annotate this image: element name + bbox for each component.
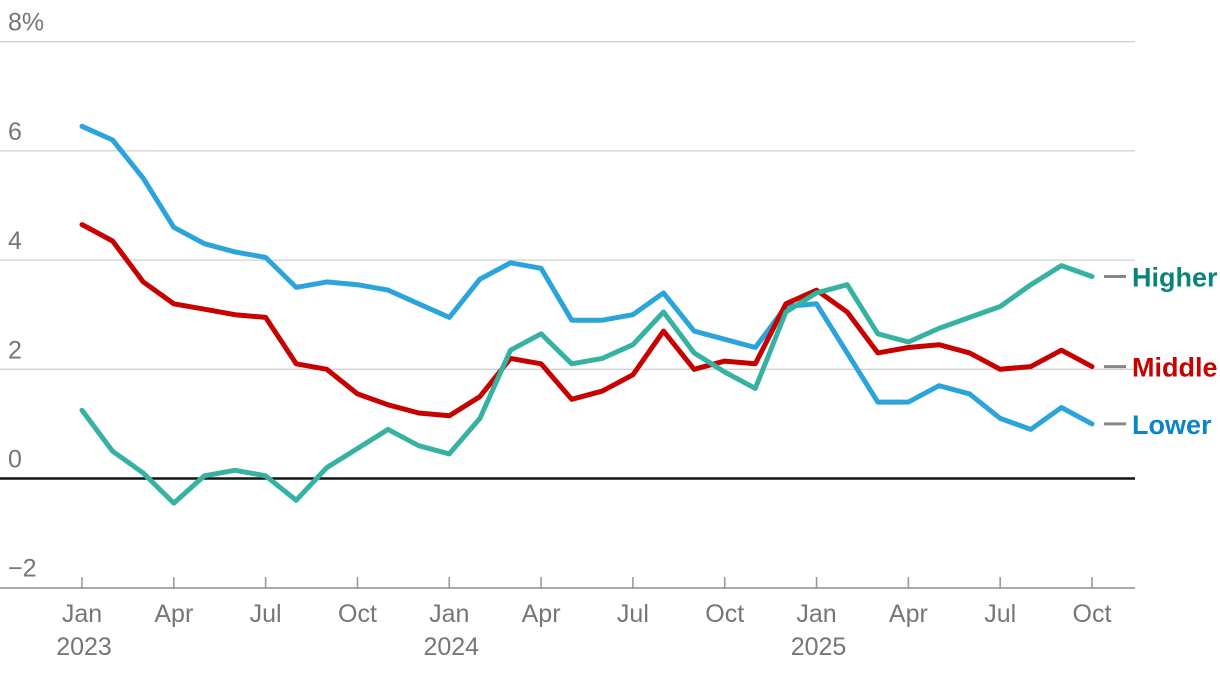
x-axis-month-label: Apr xyxy=(889,600,928,628)
x-axis-month-label: Jan xyxy=(429,600,469,628)
series-line-lower xyxy=(79,123,1095,432)
x-axis-month-label: Jan xyxy=(796,600,836,628)
y-axis-label: 2 xyxy=(8,336,22,364)
x-axis-month-label: Oct xyxy=(1073,600,1112,628)
x-axis-month-label: Jan xyxy=(62,600,102,628)
series-line-middle xyxy=(79,222,1095,419)
legend-label-lower: Lower xyxy=(1132,410,1212,440)
x-axis-month-label: Apr xyxy=(522,600,561,628)
y-axis-label: 8% xyxy=(8,9,44,37)
x-axis-year-label: 2025 xyxy=(791,633,847,661)
legend-label-higher: Higher xyxy=(1132,262,1218,292)
series-line-higher xyxy=(79,263,1095,506)
x-axis-month-label: Jul xyxy=(984,600,1016,628)
legend-label-middle: Middle xyxy=(1132,353,1218,383)
y-axis-label: 6 xyxy=(8,118,22,146)
y-axis-label: 0 xyxy=(8,446,22,474)
x-axis-month-label: Jul xyxy=(617,600,649,628)
x-axis-year-label: 2024 xyxy=(423,633,479,661)
y-axis-label: 4 xyxy=(8,227,22,255)
x-axis-month-label: Oct xyxy=(338,600,377,628)
y-axis-label: −2 xyxy=(8,555,37,583)
x-axis-month-label: Jul xyxy=(250,600,282,628)
x-axis-year-label: 2023 xyxy=(56,633,112,661)
x-axis-month-label: Oct xyxy=(705,600,744,628)
x-axis-month-label: Apr xyxy=(154,600,193,628)
